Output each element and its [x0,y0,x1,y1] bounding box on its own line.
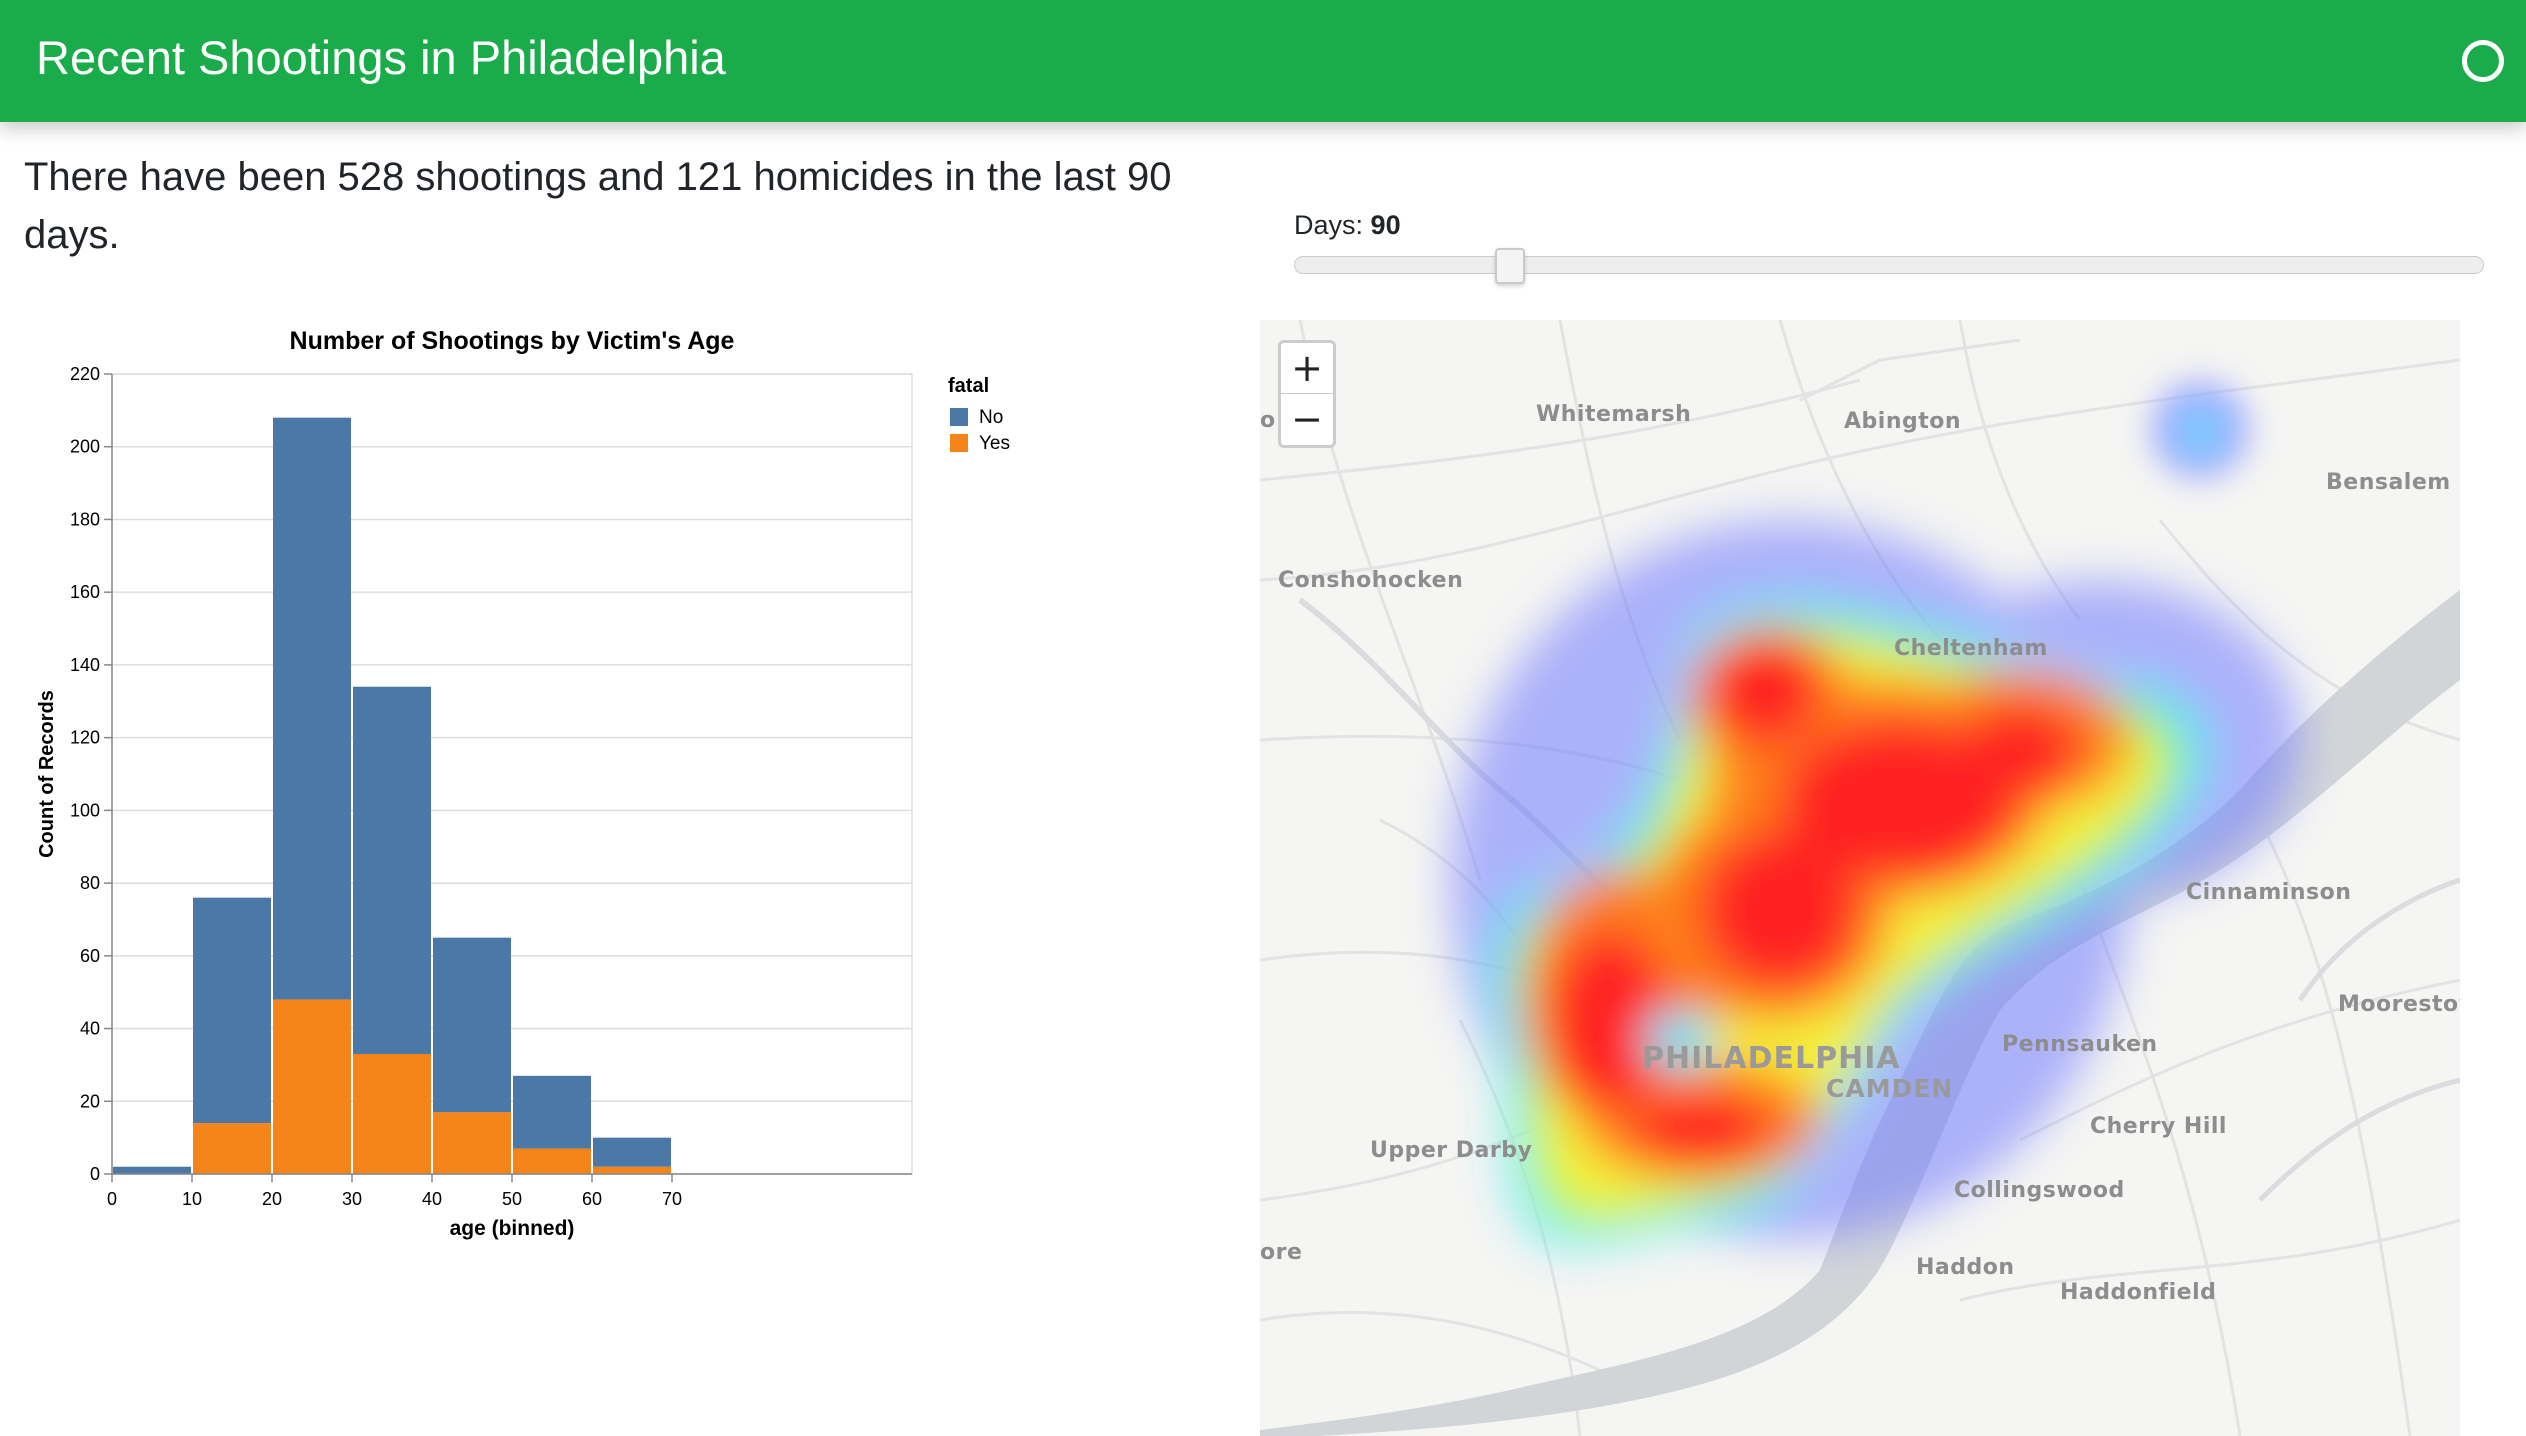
summary-text: There have been 528 shootings and 121 ho… [24,155,1172,257]
age-histogram-chart: 0 20 40 60 80 100 120 140 160 180 200 220 0 10 20 30 40 5… [36,327,1010,1240]
days-slider-label: Days: 90 [1294,210,1401,241]
map-canvas[interactable] [1260,320,2460,1436]
map-label-cherry-hill: Cherry Hill [2090,1114,2227,1139]
map-label-upper-darby: Upper Darby [1370,1138,1533,1163]
bar-no-30-40 [353,686,431,1054]
y-tick-label: 220 [70,364,100,384]
map-label-moorestown: Moorestow [2338,992,2460,1017]
zoom-control: + − [1278,340,1336,448]
map-label-philadelphia: PHILADELPHIA [1642,1041,1901,1076]
y-tick-label: 100 [70,800,100,820]
legend-title: fatal [948,375,989,397]
bar-no-0-10 [113,1166,191,1174]
zoom-out-button[interactable]: − [1291,397,1323,441]
bar-yes-40-50 [433,1112,511,1174]
bar-no-40-50 [433,937,511,1113]
map-label-cheltenham: Cheltenham [1894,636,2048,661]
days-label-text: Days: [1294,210,1364,240]
map-label-camden: CAMDEN [1826,1074,1954,1103]
map-label-haddonfield: Haddonfield [2060,1280,2217,1305]
map-label-cinnaminson: Cinnaminson [2186,880,2352,905]
y-tick-label: 200 [70,437,100,457]
map-label-pennsauken: Pennsauken [2002,1032,2158,1057]
map-label-whitemarsh: Whitemarsh [1536,402,1692,427]
y-tick-label: 140 [70,655,100,675]
legend-label-yes: Yes [979,433,1010,454]
bar-yes-30-40 [353,1054,431,1174]
zoom-in-button[interactable]: + [1281,343,1333,394]
y-axis-title: Count of Records [36,690,58,858]
northeast-hotspot [2152,382,2248,478]
bar-yes-50-60 [513,1148,591,1174]
map-label-abington: Abington [1844,409,1962,434]
bar-no-20-30 [273,417,351,1000]
map-label-collingswood: Collingswood [1954,1178,2125,1203]
map-label-edge-top: o [1260,408,1276,433]
busy-indicator-icon [2462,40,2504,82]
y-tick-label: 0 [90,1164,100,1184]
chart-legend: fatal No Yes [948,375,1010,454]
y-tick-label: 40 [80,1019,100,1039]
bar-no-50-60 [513,1075,591,1149]
map-label-haddon: Haddon [1916,1255,2015,1280]
y-tick-label: 160 [70,582,100,602]
days-value: 90 [1370,210,1401,240]
bar-no-10-20 [193,897,271,1124]
x-tick-label: 30 [342,1189,362,1209]
bar-yes-10-20 [193,1123,271,1174]
legend-label-no: No [979,407,1003,428]
map-label-conshohocken: Conshohocken [1278,568,1464,593]
x-tick-label: 70 [662,1189,682,1209]
map-label-edge-left: ore [1260,1240,1303,1265]
chart-title: Number of Shootings by Victim's Age [290,327,735,355]
y-tick-label: 20 [80,1091,100,1111]
legend-swatch-no [950,408,968,426]
heatmap-map[interactable]: + − Whitemarsh Abington Bensalem Conshoh… [1260,320,2460,1436]
bar-no-60-70 [593,1137,671,1167]
days-slider-track[interactable] [1294,256,2484,274]
bar-yes-20-30 [273,999,351,1174]
days-slider-control: Days: 90 [1294,206,2484,286]
x-tick-label: 50 [502,1189,522,1209]
legend-swatch-yes [950,434,968,452]
y-tick-label: 180 [70,509,100,529]
y-tick-label: 120 [70,728,100,748]
x-tick-label: 60 [582,1189,602,1209]
shooting-heatmap-layer [1450,520,2300,1247]
y-tick-label: 80 [80,873,100,893]
x-tick-label: 10 [182,1189,202,1209]
bar-yes-60-70 [593,1166,671,1174]
y-tick-label: 60 [80,946,100,966]
x-tick-label: 0 [107,1189,117,1209]
app-header: Recent Shootings in Philadelphia [0,0,2526,122]
app-title: Recent Shootings in Philadelphia [36,31,726,84]
x-tick-label: 40 [422,1189,442,1209]
map-label-bensalem: Bensalem [2326,470,2451,495]
x-tick-label: 20 [262,1189,282,1209]
days-slider-handle[interactable] [1494,248,1525,284]
x-axis-title: age (binned) [450,1217,575,1240]
